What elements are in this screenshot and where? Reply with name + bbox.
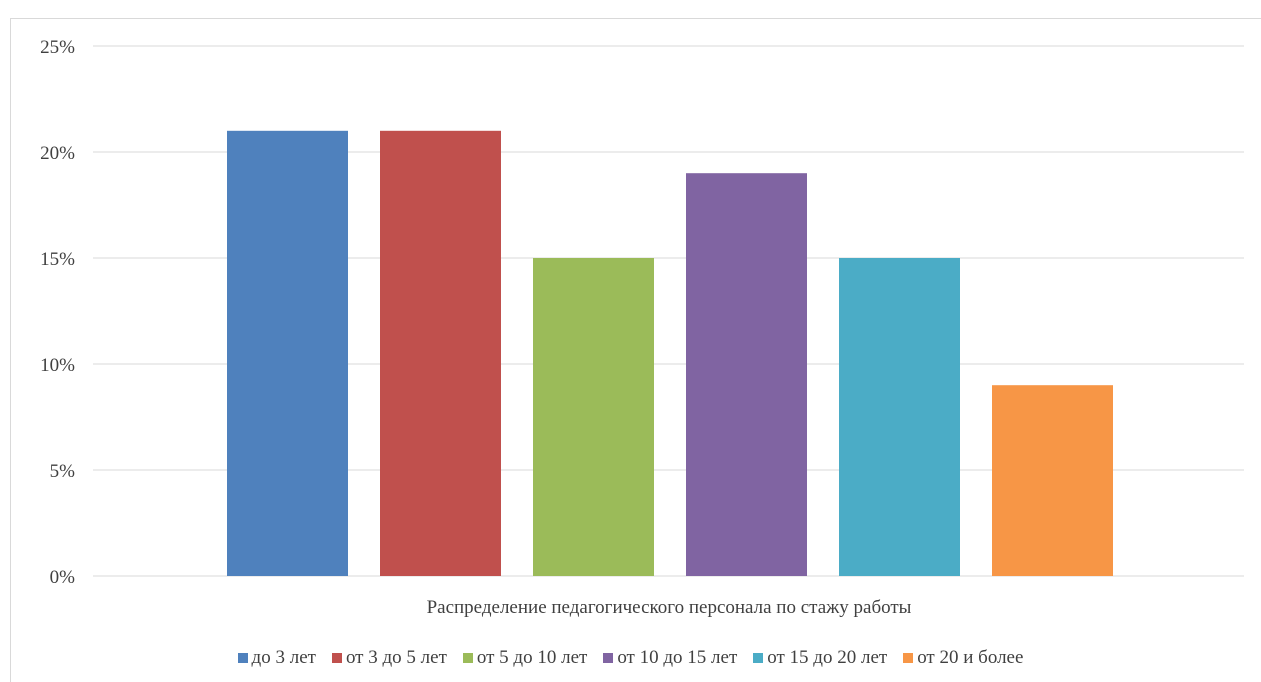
bar <box>686 173 807 576</box>
y-axis-tick-labels: 0% 5% 10% 15% 20% 25% <box>40 37 75 588</box>
bar <box>992 385 1113 576</box>
chart-frame <box>10 18 1261 682</box>
legend-swatch <box>903 653 914 663</box>
legend-item: от 15 до 20 лет <box>753 647 887 669</box>
bar <box>380 130 501 577</box>
bar <box>227 130 348 577</box>
y-tick-label: 10% <box>40 355 75 376</box>
y-tick-label: 25% <box>40 37 75 58</box>
legend-label: от 3 до 5 лет <box>345 647 447 668</box>
legend-item: до 3 лет <box>237 647 316 669</box>
bar <box>533 258 654 576</box>
legend-item: от 20 и более <box>903 647 1023 669</box>
legend-item: от 10 до 15 лет <box>603 647 737 669</box>
legend-label: от 10 до 15 лет <box>617 647 738 668</box>
legend-label: от 5 до 10 лет <box>476 647 588 668</box>
legend-swatch <box>603 653 614 663</box>
legend-swatch <box>331 653 342 663</box>
legend-label: от 20 и более <box>917 647 1024 668</box>
y-tick-label: 5% <box>50 461 76 482</box>
x-axis-category-label: Распределение педагогического персонала … <box>427 597 912 618</box>
legend-label: до 3 лет <box>251 647 316 668</box>
legend-item: от 5 до 10 лет <box>462 647 588 669</box>
y-tick-label: 20% <box>40 143 75 164</box>
legend-swatch <box>237 653 248 663</box>
legend-item: от 3 до 5 лет <box>331 647 447 669</box>
y-tick-label: 0% <box>50 567 76 588</box>
legend: до 3 лет от 3 до 5 лет от 5 до 10 лет от 10… <box>0 647 1261 669</box>
legend-label: от 15 до 20 лет <box>767 647 888 668</box>
legend-swatch <box>462 653 473 663</box>
legend-swatch <box>753 653 764 663</box>
bar <box>839 258 960 576</box>
y-tick-label: 15% <box>40 249 75 270</box>
bars <box>227 130 1113 577</box>
